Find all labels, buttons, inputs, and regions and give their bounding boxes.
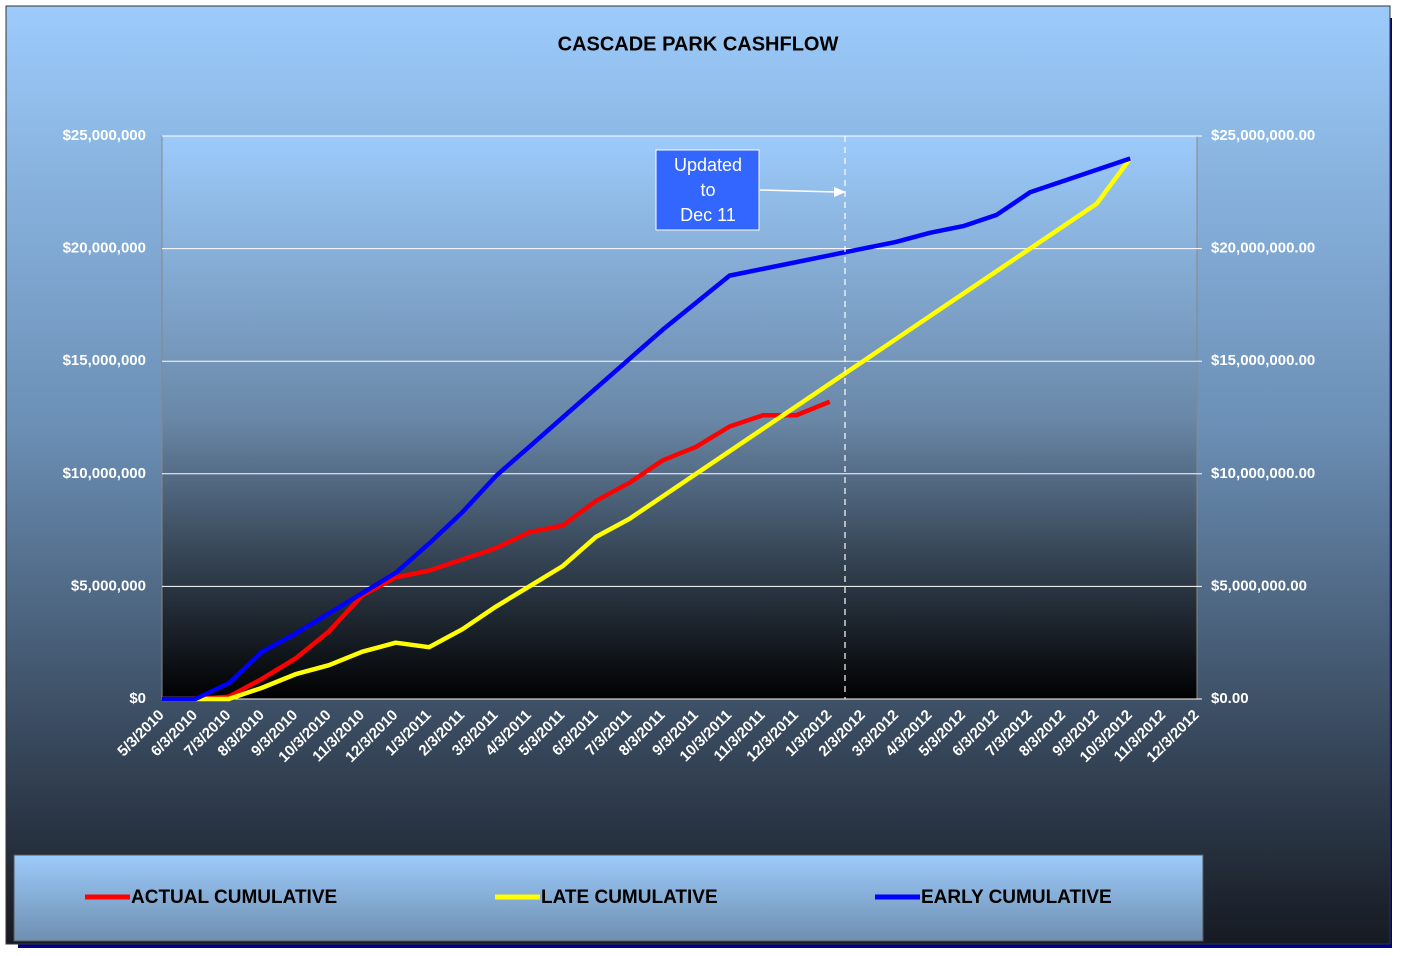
y-tick-label: $0 bbox=[129, 690, 146, 707]
arrow-head bbox=[834, 187, 846, 197]
series-line bbox=[162, 399, 831, 702]
legend-label: LATE CUMULATIVE bbox=[541, 887, 718, 908]
y-tick-label: $10,000,000 bbox=[63, 465, 146, 482]
annotation: Dec 11 bbox=[680, 205, 736, 225]
y2-tick-label: $25,000,000.00 bbox=[1211, 127, 1315, 144]
series-line bbox=[162, 156, 1131, 702]
y2-tick-label: $10,000,000.00 bbox=[1211, 465, 1315, 482]
series-line bbox=[162, 157, 1133, 702]
y2-tick-label: $15,000,000.00 bbox=[1211, 352, 1315, 369]
y-tick-label: $25,000,000 bbox=[63, 127, 146, 144]
y2-tick-label: $0.00 bbox=[1211, 690, 1249, 707]
y2-tick-label: $20,000,000.00 bbox=[1211, 240, 1315, 257]
arrow bbox=[759, 189, 837, 193]
annotation: Updated bbox=[674, 155, 742, 175]
legend-label: ACTUAL CUMULATIVE bbox=[131, 887, 337, 908]
y-tick-label: $5,000,000 bbox=[71, 577, 146, 594]
legend bbox=[13, 854, 1204, 942]
annotation: to bbox=[700, 180, 715, 200]
y2-tick-label: $5,000,000.00 bbox=[1211, 577, 1307, 594]
chart-title: CASCADE PARK CASHFLOW bbox=[558, 33, 839, 55]
plot bbox=[162, 135, 1202, 702]
y-tick-label: $20,000,000 bbox=[63, 240, 146, 257]
annotation-box bbox=[655, 149, 760, 231]
legend-items: ACTUAL CUMULATIVE LATE CUMULATIVE EARLY CU… bbox=[85, 887, 1112, 908]
y-tick-label: $15,000,000 bbox=[63, 352, 146, 369]
legend-label: EARLY CUMULATIVE bbox=[921, 887, 1112, 908]
